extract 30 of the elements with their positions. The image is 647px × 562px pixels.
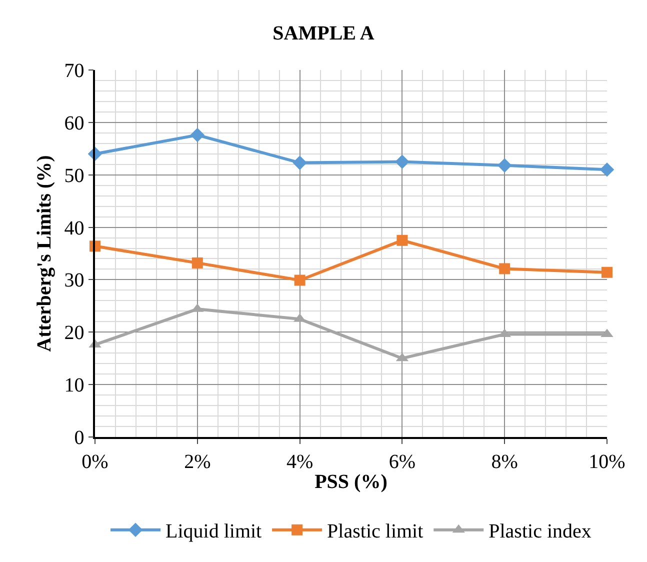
point — [602, 266, 612, 278]
y-tick-label: 20 — [64, 322, 84, 344]
point — [499, 263, 510, 274]
y-tick-label: 70 — [64, 60, 84, 82]
point — [192, 257, 203, 268]
point — [292, 156, 307, 170]
y-tick-label: 10 — [64, 374, 84, 397]
point — [396, 234, 408, 246]
point — [190, 128, 205, 142]
x-tick-label: 4% — [286, 450, 314, 473]
legend-label: Liquid limit — [166, 520, 262, 543]
point — [395, 154, 410, 169]
point — [294, 274, 306, 286]
point — [497, 158, 512, 173]
x-tick-label: 2% — [184, 450, 211, 473]
x-tick-label: 10% — [588, 450, 626, 473]
y-tick-label: 30 — [64, 270, 84, 292]
x-tick-label: 0% — [82, 450, 108, 473]
chart-title: SAMPLE A — [272, 22, 375, 44]
y-tick-label: 50 — [64, 164, 84, 187]
x-tick-label: 8% — [491, 450, 518, 473]
x-axis-title: PSS (%) — [314, 470, 388, 493]
legend-label: Plastic index — [488, 520, 592, 543]
legend-label: Plastic limit — [327, 520, 424, 543]
point — [600, 162, 614, 177]
y-tick-label: 60 — [64, 112, 84, 134]
x-tick-label: 6% — [388, 450, 416, 473]
y-tick-label: 0 — [74, 427, 84, 449]
y-axis-title: Atterberg's Limits (%) — [33, 155, 56, 352]
y-tick-label: 40 — [64, 217, 84, 240]
